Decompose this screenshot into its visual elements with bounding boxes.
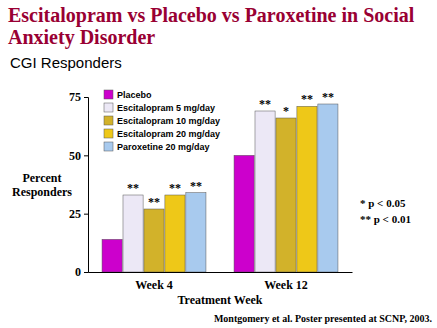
significance-marker: ** — [259, 97, 271, 111]
title: Escitalopram vs Placebo vs Paroxetine in… — [8, 4, 415, 49]
legend-swatch — [104, 116, 113, 125]
y-tick: 75 — [69, 90, 88, 104]
legend-entry: Paroxetine 20 mg/day — [104, 142, 210, 152]
significance-marker: * — [283, 104, 289, 118]
significance-marker: ** — [127, 181, 139, 195]
legend-entry: Escitalopram 5 mg/day — [104, 103, 215, 113]
y-tick-mark — [84, 97, 88, 98]
x-tick-label: Week 12 — [264, 278, 308, 292]
legend-label: Escitalopram 20 mg/day — [117, 129, 220, 139]
y-tick-mark — [84, 214, 88, 215]
chart: Escitalopram vs Placebo vs Paroxetine in… — [0, 0, 437, 328]
title-line: Escitalopram vs Placebo vs Paroxetine in… — [8, 4, 415, 27]
legend: Placebo Escitalopram 5 mg/day Escitalopram… — [104, 90, 220, 152]
y-tick-mark — [84, 155, 88, 156]
bar — [123, 195, 143, 272]
bar — [234, 155, 254, 272]
y-tick: 0 — [75, 265, 88, 279]
legend-entry: Escitalopram 20 mg/day — [104, 129, 220, 139]
title-line: Anxiety Disorder — [8, 26, 155, 49]
source: Montgomery et al. Poster presented at SC… — [214, 313, 433, 324]
bar — [297, 106, 317, 272]
bars — [102, 104, 338, 272]
legend-label: Escitalopram 5 mg/day — [117, 103, 215, 113]
y-tick: 25 — [69, 207, 88, 221]
x-axis-line — [89, 272, 353, 273]
y-tick-label: 50 — [69, 149, 81, 163]
bar — [165, 195, 185, 272]
y-axis-line — [84, 98, 89, 273]
significance-marker: ** — [190, 179, 202, 193]
x-tick: Week 12 — [264, 278, 308, 292]
bar — [144, 209, 164, 272]
y-axis-title-line: Percent — [22, 171, 61, 185]
bar — [186, 193, 206, 272]
y-axis-title-line: Responders — [12, 185, 72, 199]
y-tick-label: 25 — [69, 207, 81, 221]
x-tick-label: Week 4 — [135, 278, 173, 292]
legend-swatch — [104, 103, 113, 112]
y-tick-label: 75 — [69, 90, 81, 104]
x-axis-title: Treatment Week — [178, 293, 263, 307]
footnote: ** p < 0.01 — [360, 213, 411, 225]
y-tick-mark — [84, 272, 88, 273]
bar — [276, 118, 296, 272]
bar — [102, 239, 122, 272]
y-tick: 50 — [69, 149, 88, 163]
legend-label: Paroxetine 20 mg/day — [117, 142, 210, 152]
y-tick-label: 0 — [75, 265, 81, 279]
y-axis-title: PercentResponders — [12, 171, 72, 199]
significance-marker: ** — [148, 195, 160, 209]
legend-label: Placebo — [117, 90, 152, 100]
x-tick: Week 4 — [135, 278, 173, 292]
significance-marker: ** — [169, 181, 181, 195]
bar — [318, 104, 338, 272]
x-axis: Week 4 Week 12 — [89, 273, 353, 293]
legend-swatch — [104, 129, 113, 138]
legend-label: Escitalopram 10 mg/day — [117, 116, 220, 126]
legend-entry: Escitalopram 10 mg/day — [104, 116, 220, 126]
footnote: * p < 0.05 — [360, 197, 406, 209]
subtitle: CGI Responders — [10, 54, 122, 71]
legend-entry: Placebo — [104, 90, 152, 100]
significance-marker: ** — [322, 90, 334, 104]
significance-marker: ** — [301, 92, 313, 106]
bar — [255, 111, 275, 272]
legend-swatch — [104, 142, 113, 151]
legend-swatch — [104, 90, 113, 99]
